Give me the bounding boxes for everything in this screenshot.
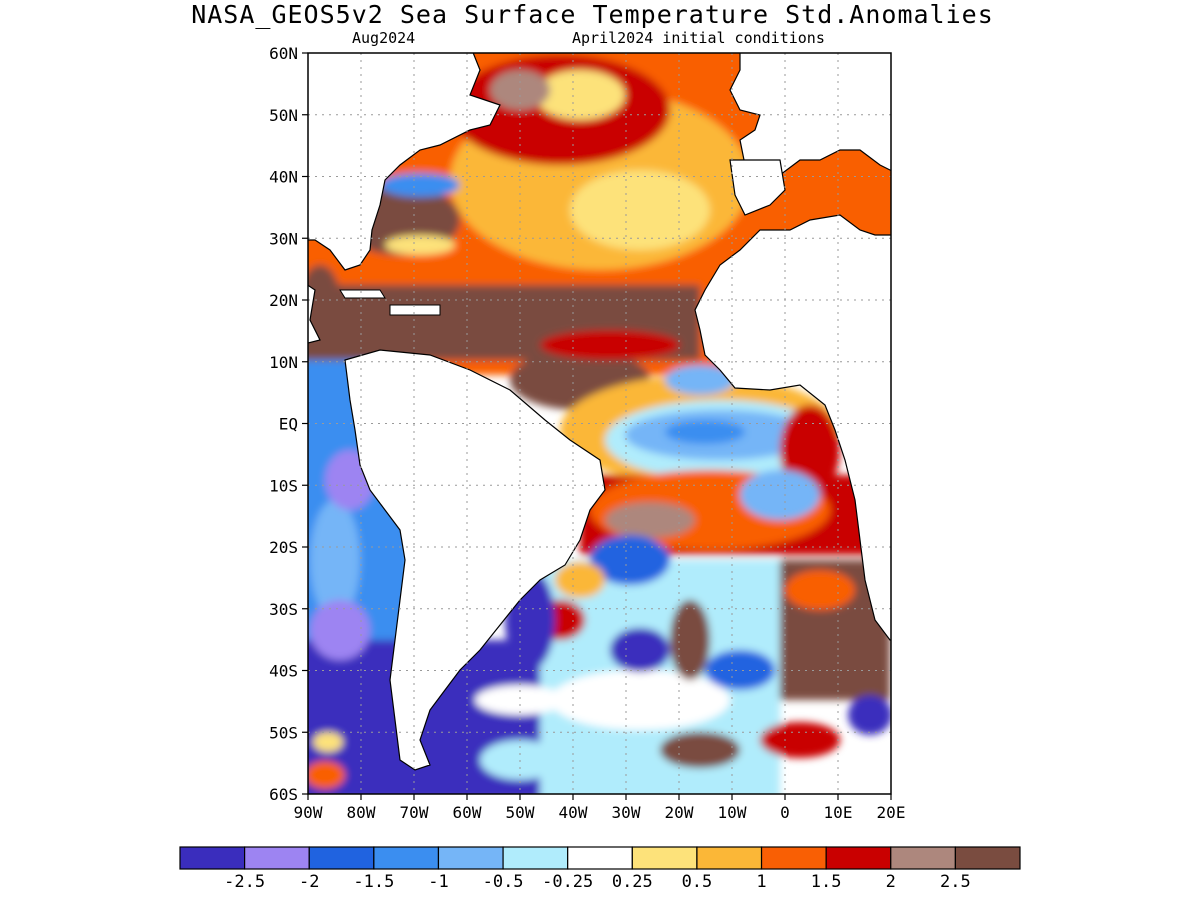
- lat-tick-label: 60N: [269, 44, 298, 63]
- lon-tick-label: 70W: [400, 803, 429, 822]
- south-america-land: [344, 349, 606, 771]
- lat-tick-label: 30S: [269, 600, 298, 619]
- lon-tick-label: 30W: [612, 803, 641, 822]
- colorbar-swatch: [631, 846, 698, 870]
- central-america-land: [308, 284, 321, 344]
- lat-tick-label: 10S: [269, 476, 298, 495]
- lon-tick-label: 80W: [347, 803, 376, 822]
- lat-tick-label: 60S: [269, 785, 298, 804]
- drake-white: [475, 685, 565, 715]
- tropical-north-red: [540, 330, 680, 360]
- east-pacific-lavender: [310, 600, 370, 660]
- map-panel: [308, 53, 891, 794]
- south-atlantic-brown-2: [660, 732, 740, 768]
- south-atlantic-white: [550, 670, 730, 730]
- south-atlantic-brown-1: [670, 600, 710, 680]
- north-atlantic-yellow-patch: [570, 170, 710, 250]
- longitude-axis: 90W 80W 70W 60W 50W 40W 30W 20W 10W 0 10E 20E: [294, 794, 906, 822]
- south-atlantic-orange-1: [555, 562, 605, 598]
- south-atlantic-blue-3: [705, 650, 775, 690]
- gulf-stream-blue: [380, 173, 460, 197]
- colorbar-label: 0.25: [612, 872, 653, 892]
- colorbar-swatch: [244, 846, 310, 870]
- africa-land: [694, 214, 891, 641]
- colorbar-swatch: [567, 846, 633, 870]
- colorbar-label: -0.5: [483, 872, 524, 892]
- colorbar-swatch: [308, 846, 375, 870]
- gulf-stream-light: [385, 235, 455, 255]
- caribbean-island: [339, 289, 386, 299]
- south-atlantic-brown-3: [832, 638, 888, 682]
- colorbar-swatch: [502, 846, 569, 870]
- iberia-land: [729, 159, 786, 216]
- colorbar-swatch: [890, 846, 956, 870]
- lat-tick-label: 20S: [269, 538, 298, 557]
- lat-lon-grid: [308, 53, 891, 794]
- south-atlantic-blue-2: [610, 628, 670, 672]
- southwest-africa-orange: [785, 570, 855, 610]
- colorbar-label: 2.5: [940, 872, 971, 892]
- colorbar-swatch: [373, 846, 440, 870]
- caribbean-island-2: [389, 304, 441, 316]
- colorbar-label: 1.5: [811, 872, 842, 892]
- colorbar-label: 1: [756, 872, 766, 892]
- guinea-blue: [665, 365, 735, 395]
- colorbar: -2.5 -2 -1.5 -1 -0.5 -0.25 0.25 0.5 1 1.5 2 2.5: [179, 846, 1021, 892]
- valid-month-label: Aug2024: [352, 29, 416, 47]
- pacific-warm-south: [308, 761, 345, 789]
- lat-tick-label: 10N: [269, 353, 298, 372]
- colorbar-swatch: [437, 846, 504, 870]
- colorbar-label: 0.5: [682, 872, 713, 892]
- lat-tick-label: 40N: [269, 168, 298, 187]
- lon-tick-label: 10E: [824, 803, 853, 822]
- east-pacific-light: [310, 500, 360, 620]
- lon-tick-label: 20E: [877, 803, 906, 822]
- colorbar-swatch: [825, 846, 892, 870]
- lon-tick-label: 40W: [559, 803, 588, 822]
- lat-tick-label: 50N: [269, 106, 298, 125]
- colorbar-label: -1: [428, 872, 448, 892]
- lon-tick-label: 10W: [718, 803, 747, 822]
- colorbar-label: -1.5: [353, 872, 394, 892]
- lon-tick-label: 0: [780, 803, 790, 822]
- map-title: NASA_GEOS5v2 Sea Surface Temperature Std…: [191, 0, 994, 29]
- colorbar-swatch: [760, 846, 827, 870]
- init-conditions-label: April2024 initial conditions: [572, 29, 825, 47]
- colorbar-label: -0.25: [542, 872, 593, 892]
- north-america-land: [308, 53, 501, 271]
- land-masses: [308, 53, 891, 771]
- pacific-yellow-south: [313, 732, 343, 752]
- colorbar-swatch: [696, 846, 763, 870]
- colorbar-swatch: [179, 846, 246, 870]
- colorbar-swatch: [954, 846, 1021, 870]
- lat-tick-label: 50S: [269, 723, 298, 742]
- south-atlantic-blue-4: [848, 695, 891, 735]
- equatorial-core: [665, 420, 745, 444]
- lat-tick-label: 30N: [269, 229, 298, 248]
- lon-tick-label: 50W: [506, 803, 535, 822]
- colorbar-label: 2: [886, 872, 896, 892]
- north-atlantic-yellow-north: [535, 70, 625, 120]
- colorbar-label: -2: [299, 872, 319, 892]
- lat-tick-label: EQ: [279, 415, 298, 434]
- lon-tick-label: 20W: [665, 803, 694, 822]
- lat-tick-label: 40S: [269, 662, 298, 681]
- lat-tick-label: 20N: [269, 291, 298, 310]
- colorbar-label: -2.5: [224, 872, 265, 892]
- lon-tick-label: 60W: [453, 803, 482, 822]
- south-atlantic-red-2: [760, 722, 840, 758]
- latitude-axis: 60N 50N 40N 30N 20N 10N EQ 10S 20S 30S 40S 50S 60S: [269, 44, 308, 804]
- tropical-south-brown: [605, 502, 695, 538]
- tropical-south-blue: [740, 470, 820, 520]
- lon-tick-label: 90W: [294, 803, 323, 822]
